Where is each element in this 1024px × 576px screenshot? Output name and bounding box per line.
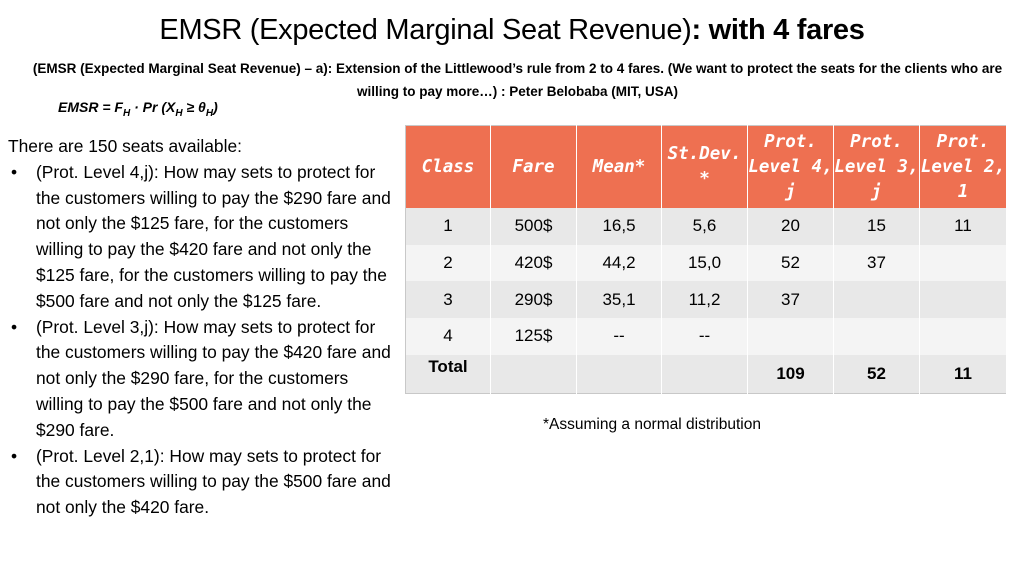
table-cell: 3 (405, 281, 491, 319)
title-bold: : with 4 fares (691, 14, 865, 46)
header-mean: Mean* (576, 125, 662, 208)
header-prot-level-4j: Prot. Level 4, j (747, 125, 834, 208)
table-cell: 44,2 (576, 244, 662, 282)
header-class: Class (405, 125, 491, 208)
table-header-row: Class Fare Mean* St.Dev. * Prot. Level 4… (405, 125, 1007, 208)
table-cell: 500$ (490, 208, 577, 245)
formula-sub: H (122, 107, 131, 119)
table-cell (490, 354, 577, 394)
table-cell: 20 (747, 208, 834, 245)
slide-subtitle: (EMSR (Expected Marginal Seat Revenue) –… (32, 61, 1003, 99)
bullet-item: • (Prot. Level 3,j): How may sets to prot… (8, 315, 400, 444)
emsr-formula: EMSR = FH · Pr (XH ≥ θH) (58, 99, 218, 119)
bullet-text: (Prot. Level 3,j): How may sets to prote… (36, 316, 391, 440)
footnote: *Assuming a normal distribution (543, 416, 761, 433)
table-cell (919, 244, 1007, 282)
bullet-dot: • (10, 445, 18, 466)
table-cell: 15,0 (661, 244, 748, 282)
table-cell: 52 (833, 354, 920, 394)
intro-line: There are 150 seats available: (8, 136, 242, 156)
table-cell (833, 281, 920, 319)
table-cell: -- (576, 318, 662, 355)
table-cell: 11 (919, 354, 1007, 394)
table-cell: 37 (833, 244, 920, 282)
table-cell: 15 (833, 208, 920, 245)
table-cell: 37 (747, 281, 834, 319)
table-row: 4 125$ -- -- (405, 318, 1007, 355)
table-row: 3 290$ 35,1 11,2 37 (405, 281, 1007, 319)
table-cell: 11 (919, 208, 1007, 245)
table-cell (833, 318, 920, 355)
table-cell (661, 354, 748, 394)
table-cell (919, 318, 1007, 355)
header-prot-level-21: Prot. Level 2, 1 (919, 125, 1007, 208)
table-cell (576, 354, 662, 394)
table-row: 1 500$ 16,5 5,6 20 15 11 (405, 208, 1007, 245)
bullet-dot: • (10, 316, 18, 337)
table-cell: 4 (405, 318, 491, 355)
explanation-text: There are 150 seats available: • (Prot. L… (8, 134, 400, 521)
formula-sub: H (175, 107, 183, 119)
table-cell: 16,5 (576, 208, 662, 245)
total-row: Total 109 52 11 (405, 354, 1007, 394)
bullet-item: • (Prot. Level 2,1): How may sets to prot… (8, 444, 400, 521)
formula-part: · Pr (X (130, 99, 176, 115)
table-cell: 11,2 (661, 281, 748, 319)
table-cell (919, 281, 1007, 319)
table-cell (747, 318, 834, 355)
formula-sub: H (205, 107, 214, 119)
header-fare: Fare (490, 125, 577, 208)
header-stdev: St.Dev. * (661, 125, 748, 208)
bullet-list: • (Prot. Level 4,j): How may sets to prot… (8, 160, 400, 521)
table-cell: 5,6 (661, 208, 748, 245)
table-cell: 109 (747, 354, 834, 394)
table-cell: 2 (405, 244, 491, 282)
bullet-text: (Prot. Level 4,j): How may sets to prote… (36, 161, 391, 311)
table-cell: 1 (405, 208, 491, 245)
table-cell: 290$ (490, 281, 577, 319)
bullet-dot: • (10, 161, 18, 182)
table-cell: 125$ (490, 318, 577, 355)
header-prot-level-3j: Prot. Level 3, j (833, 125, 920, 208)
formula-part: EMSR = F (58, 99, 123, 115)
table-cell: 35,1 (576, 281, 662, 319)
slide-title: EMSR (Expected Marginal Seat Revenue): w… (0, 14, 1024, 47)
formula-part: ≥ θ (182, 99, 206, 115)
table-cell: Total (405, 354, 491, 394)
title-main: EMSR (Expected Marginal Seat Revenue) (159, 14, 692, 46)
formula-part: ) (213, 99, 218, 115)
table-cell: 52 (747, 244, 834, 282)
bullet-item: • (Prot. Level 4,j): How may sets to prot… (8, 160, 400, 315)
table-cell: 420$ (490, 244, 577, 282)
table-row: 2 420$ 44,2 15,0 52 37 (405, 244, 1007, 282)
bullet-text: (Prot. Level 2,1): How may sets to prote… (36, 445, 391, 518)
table-cell: -- (661, 318, 748, 355)
fare-table: Class Fare Mean* St.Dev. * Prot. Level 4… (405, 125, 1007, 395)
